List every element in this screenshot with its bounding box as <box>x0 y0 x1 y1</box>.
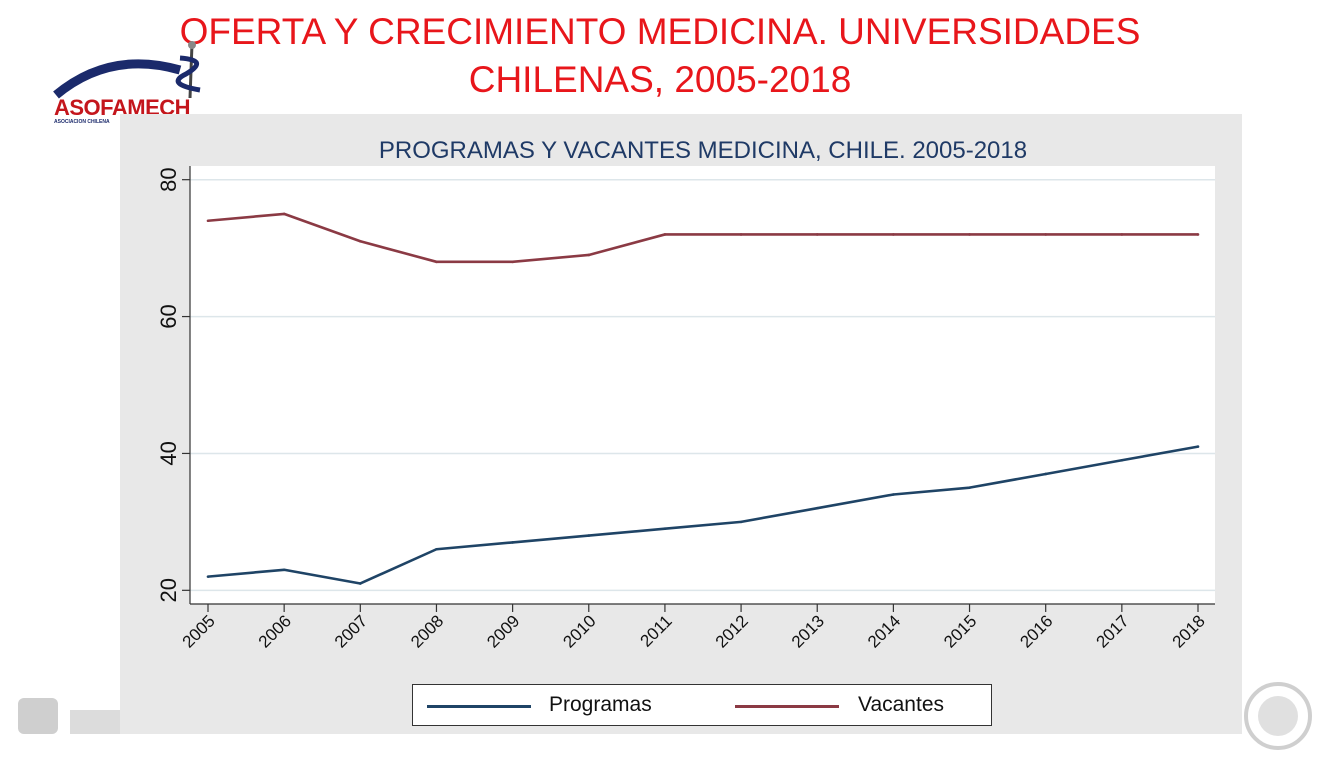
logo-swoosh-icon <box>53 41 201 99</box>
point-vacantes-2015 <box>968 233 971 236</box>
x-tick-label-2012: 2012 <box>712 611 752 651</box>
point-programas-2014 <box>892 493 895 496</box>
point-programas-2011 <box>663 527 667 531</box>
x-tick-label-2011: 2011 <box>636 611 675 650</box>
x-tick-label-2015: 2015 <box>940 611 980 651</box>
point-programas-2008 <box>435 547 438 551</box>
x-tick-label-2014: 2014 <box>864 611 904 651</box>
point-programas-2006 <box>282 568 286 572</box>
slide-title: OFERTA Y CRECIMIENTO MEDICINA. UNIVERSID… <box>100 8 1220 104</box>
x-tick-label-2007: 2007 <box>331 611 371 651</box>
x-tick-label-2018: 2018 <box>1169 611 1209 651</box>
x-tick-label-2016: 2016 <box>1016 611 1056 651</box>
point-programas-2007 <box>359 582 362 585</box>
y-tick-label-80: 80 <box>156 167 181 191</box>
point-vacantes-2013 <box>815 233 819 236</box>
slide-title-line2: CHILENAS, 2005-2018 <box>468 59 852 100</box>
x-tick-label-2008: 2008 <box>407 611 447 651</box>
point-programas-2009 <box>511 541 514 544</box>
y-tick-label-40: 40 <box>156 441 181 465</box>
point-vacantes-2011 <box>663 233 667 236</box>
series-line-vacantes <box>207 212 1198 264</box>
logo-subtext: ASOCIACION CHILENA <box>54 119 110 125</box>
point-programas-2012 <box>739 520 743 524</box>
series-line-programas <box>207 445 1199 585</box>
x-tick-label-2006: 2006 <box>255 611 295 651</box>
chart-panel: PROGRAMAS Y VACANTES MEDICINA, CHILE. 20… <box>120 114 1242 734</box>
point-programas-2015 <box>968 486 971 489</box>
line-chart: PROGRAMAS Y VACANTES MEDICINA, CHILE. 20… <box>156 137 1215 652</box>
y-tick-label-60: 60 <box>156 304 181 328</box>
point-vacantes-2008 <box>435 260 438 264</box>
point-vacantes-2010 <box>587 253 591 257</box>
x-tick-label-2005: 2005 <box>179 611 219 651</box>
plot-area <box>190 166 1215 604</box>
point-vacantes-2018 <box>1196 233 1200 236</box>
x-tick-label-2010: 2010 <box>559 611 599 651</box>
point-vacantes-2006 <box>282 212 286 216</box>
footer-logos <box>0 680 1323 756</box>
point-vacantes-2005 <box>206 219 210 223</box>
point-vacantes-2017 <box>1120 233 1124 236</box>
point-programas-2018 <box>1196 445 1200 448</box>
point-vacantes-2009 <box>511 260 514 264</box>
point-vacantes-2012 <box>739 233 743 236</box>
x-tick-label-2017: 2017 <box>1092 611 1132 651</box>
university-logos-icon <box>18 682 1312 750</box>
y-tick-label-20: 20 <box>156 578 181 602</box>
point-vacantes-2014 <box>892 233 895 236</box>
legend-label-vacantes: Vacantes <box>858 693 944 716</box>
legend-swatch-programas <box>427 705 531 708</box>
chart-legend: Programas Vacantes <box>412 684 992 726</box>
point-vacantes-2007 <box>359 239 362 243</box>
point-programas-2017 <box>1120 458 1124 462</box>
point-programas-2005 <box>206 575 210 578</box>
point-vacantes-2016 <box>1044 233 1047 236</box>
x-tick-label-2013: 2013 <box>788 611 828 651</box>
point-programas-2010 <box>587 534 591 537</box>
point-programas-2013 <box>815 506 819 510</box>
point-programas-2016 <box>1044 472 1047 476</box>
chart-title: PROGRAMAS Y VACANTES MEDICINA, CHILE. 20… <box>379 137 1027 164</box>
legend-label-programas: Programas <box>549 693 652 716</box>
legend-swatch-vacantes <box>735 705 839 708</box>
slide-title-line1: OFERTA Y CRECIMIENTO MEDICINA. UNIVERSID… <box>179 11 1141 52</box>
x-tick-label-2009: 2009 <box>483 611 523 651</box>
